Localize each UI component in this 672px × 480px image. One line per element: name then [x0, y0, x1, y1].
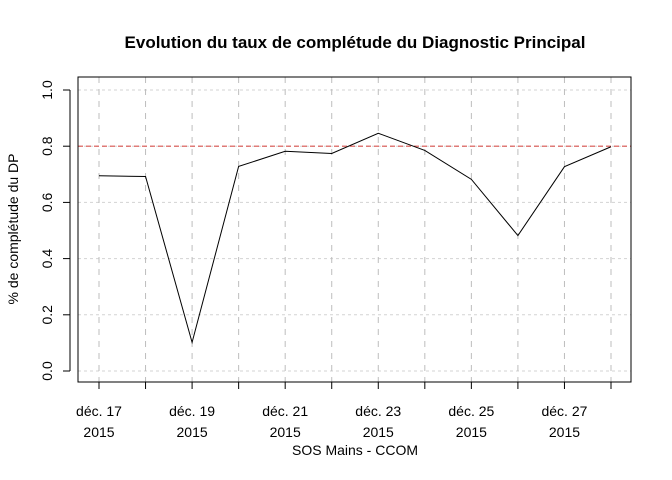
x-tick-year-10: 2015: [549, 424, 580, 440]
y-tick-label-3: 0.6: [39, 192, 55, 212]
x-tick-label-2: déc. 19: [169, 403, 215, 419]
x-tick-year-2: 2015: [177, 424, 208, 440]
x-tick-label-6: déc. 23: [355, 403, 401, 419]
y-axis-label: % de complétude du DP: [5, 154, 21, 305]
x-tick-label-8: déc. 25: [448, 403, 494, 419]
y-tick-label-1: 0.2: [39, 305, 55, 325]
x-tick-label-4: déc. 21: [262, 403, 308, 419]
chart-title: Evolution du taux de complétude du Diagn…: [125, 33, 586, 52]
x-tick-year-0: 2015: [83, 424, 114, 440]
x-tick-label-10: déc. 27: [541, 403, 587, 419]
x-tick-year-8: 2015: [456, 424, 487, 440]
y-tick-label-2: 0.4: [39, 249, 55, 269]
y-tick-label-4: 0.8: [39, 136, 55, 156]
x-axis: déc. 17 2015 déc. 19 2015 déc. 21 2015 déc. 23…: [76, 381, 612, 440]
plot-frame: [77, 76, 632, 383]
y-tick-label-5: 1.0: [39, 80, 55, 100]
x-tick-year-6: 2015: [363, 424, 394, 440]
x-tick-year-4: 2015: [270, 424, 301, 440]
x-tick-label-0: déc. 17: [76, 403, 122, 419]
series-line: [98, 132, 612, 345]
y-tick-label-0: 0.0: [39, 361, 55, 381]
x-axis-label: SOS Mains - CCOM: [292, 442, 418, 458]
grid-layer: [78, 77, 631, 382]
y-axis: 0.0 0.2 0.4 0.6 0.8 1.0: [39, 80, 71, 381]
